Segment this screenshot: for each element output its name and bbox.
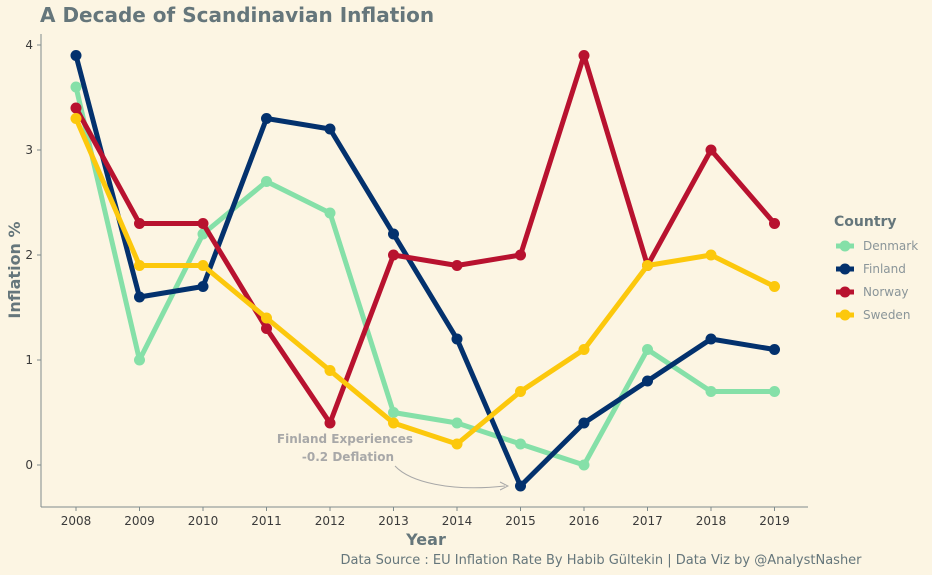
data-point-finland <box>705 333 717 345</box>
x-tick-label: 2010 <box>188 514 219 528</box>
data-point-denmark <box>261 176 272 187</box>
annotation-line-1: Finland Experiences <box>277 432 413 446</box>
data-point-sweden <box>515 386 526 397</box>
legend: Country Denmark Finland Norway Sweden <box>834 214 918 322</box>
data-point-finland <box>769 344 780 355</box>
y-axis-title: Inflation % <box>5 221 24 318</box>
x-tick-label: 2008 <box>61 514 92 528</box>
data-point-denmark <box>769 386 780 397</box>
x-tick-label: 2015 <box>505 514 536 528</box>
data-point-norway <box>578 50 590 61</box>
series-line-sweden <box>73 116 777 447</box>
data-point-finland <box>578 417 590 429</box>
annotation-arrow <box>394 465 506 489</box>
data-point-denmark <box>515 438 526 450</box>
data-point-norway <box>134 218 145 229</box>
data-point-norway <box>197 218 209 229</box>
series-sweden <box>70 113 780 450</box>
data-point-norway <box>261 323 272 334</box>
data-point-norway <box>451 260 463 271</box>
data-point-finland <box>642 375 653 387</box>
legend-item-norway: Norway <box>836 285 909 299</box>
x-tick-label: 2017 <box>632 514 663 528</box>
chart-title: A Decade of Scandinavian Inflation <box>40 3 434 27</box>
legend-title: Country <box>834 214 897 230</box>
data-point-sweden <box>197 260 209 271</box>
legend-item-finland: Finland <box>836 262 906 276</box>
y-tick-label: 2 <box>25 248 33 262</box>
legend-item-denmark: Denmark <box>836 239 918 253</box>
data-point-sweden <box>451 438 463 450</box>
series-line-denmark <box>73 84 777 468</box>
x-tick-label: 2012 <box>315 514 346 528</box>
data-point-norway <box>515 249 526 261</box>
x-tick-label: 2011 <box>251 514 282 528</box>
series-line-finland <box>73 53 777 489</box>
annotation-arrowhead <box>499 481 510 491</box>
data-point-finland <box>451 333 463 345</box>
x-axis-title: Year <box>405 530 446 549</box>
y-tick-label: 3 <box>25 143 33 157</box>
data-point-sweden <box>578 344 590 355</box>
data-point-denmark <box>134 354 145 366</box>
caption: Data Source : EU Inflation Rate By Habib… <box>340 553 862 568</box>
data-point-finland <box>197 281 209 292</box>
data-point-norway <box>388 249 399 261</box>
data-point-sweden <box>261 312 272 324</box>
data-point-denmark <box>451 417 463 429</box>
data-point-denmark <box>642 344 653 355</box>
x-tick-label: 2018 <box>696 514 727 528</box>
series-layer <box>70 50 780 492</box>
data-point-norway <box>705 144 717 156</box>
x-tick-label: 2014 <box>442 514 473 528</box>
annotation: Finland Experiences -0.2 Deflation <box>277 432 510 491</box>
series-norway <box>70 50 780 429</box>
y-ticks: 0 1 2 3 4 <box>25 38 41 472</box>
legend-swatch-point <box>839 286 851 298</box>
annotation-line-2: -0.2 Deflation <box>302 450 394 464</box>
data-point-finland <box>324 123 336 135</box>
data-point-sweden <box>134 260 145 271</box>
data-point-norway <box>769 218 780 229</box>
legend-swatch-point <box>839 263 851 275</box>
x-tick-label: 2013 <box>378 514 409 528</box>
data-point-denmark <box>578 459 590 471</box>
data-point-norway <box>70 102 82 114</box>
legend-item-sweden: Sweden <box>836 308 910 322</box>
axes <box>40 34 808 508</box>
data-point-denmark <box>70 81 82 93</box>
series-denmark <box>70 81 780 471</box>
data-point-sweden <box>324 365 336 376</box>
data-point-sweden <box>70 113 82 124</box>
legend-label: Finland <box>863 262 906 276</box>
data-point-finland <box>70 50 82 61</box>
data-point-sweden <box>769 281 780 292</box>
legend-label: Norway <box>863 285 909 299</box>
y-tick-label: 4 <box>25 38 33 52</box>
legend-label: Sweden <box>863 308 910 322</box>
y-tick-label: 1 <box>25 353 33 367</box>
data-point-sweden <box>705 249 717 261</box>
x-tick-label: 2009 <box>124 514 155 528</box>
x-tick-label: 2016 <box>569 514 600 528</box>
data-point-denmark <box>705 386 717 397</box>
series-finland <box>70 50 780 492</box>
y-tick-label: 0 <box>25 458 33 472</box>
data-point-denmark <box>324 207 336 219</box>
data-point-norway <box>324 417 336 429</box>
series-line-norway <box>73 53 777 426</box>
data-point-sweden <box>642 260 653 271</box>
data-point-finland <box>388 228 399 240</box>
legend-swatch-point <box>839 309 851 321</box>
legend-label: Denmark <box>863 239 918 253</box>
data-point-sweden <box>388 417 399 429</box>
x-tick-label: 2019 <box>759 514 790 528</box>
data-point-finland <box>134 291 145 303</box>
legend-swatch-point <box>839 240 851 252</box>
x-ticks: 2008 2009 2010 2011 2012 2013 2014 2015 2016 2017… <box>61 507 790 528</box>
data-point-finland <box>515 480 526 492</box>
data-point-finland <box>261 113 272 124</box>
data-point-denmark <box>388 407 399 418</box>
